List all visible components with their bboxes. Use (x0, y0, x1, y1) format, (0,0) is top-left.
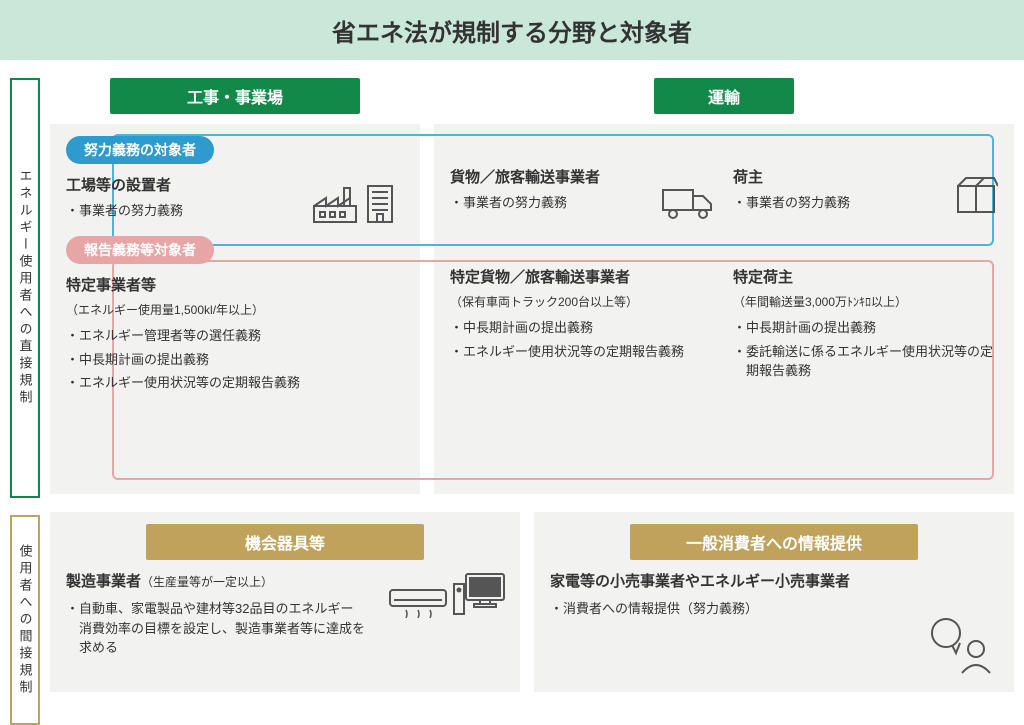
truck-icon (661, 184, 715, 220)
box-icon (954, 176, 998, 216)
panel-transport: 貨物／旅客輸送事業者 事業者の努力義務 (434, 124, 1014, 494)
pill-report: 報告義務等対象者 (66, 236, 214, 264)
pill-effort: 努力義務の対象者 (66, 136, 214, 164)
subcol-shipper: 荷主 事業者の努力義務 (733, 136, 998, 408)
machinery-sub: （生産量等が一定以上） (141, 575, 273, 589)
factory-report-bullets: エネルギー管理者等の選任義務 中長期計画の提出義務 エネルギー使用状況等の定期報… (66, 326, 404, 393)
header-transport: 運輸 (654, 78, 794, 114)
machinery-bullets: 自動車、家電製品や建材等32品目のエネルギー消費効率の目標を設定し、製造事業者等… (66, 599, 366, 658)
carrier-report-title: 特定貨物／旅客輸送事業者 (450, 266, 715, 287)
indirect-row: 機会器具等 製造事業者（生産量等が一定以上） 自動車、家電製品や建材等32品目の… (50, 512, 1014, 692)
col-consumer: 一般消費者への情報提供 家電等の小売事業者やエネルギー小売事業者 消費者への情報… (534, 512, 1014, 692)
person-icon-area (926, 615, 996, 678)
carrier-report-bullets: 中長期計画の提出義務 エネルギー使用状況等の定期報告義務 (450, 318, 715, 361)
appliance-icons (388, 566, 506, 621)
building-icon (366, 184, 394, 224)
shipper-report-sub: （年間輸送量3,000万ﾄﾝｷﾛ以上） (733, 293, 998, 310)
factory-icons (312, 184, 394, 224)
aircon-icon (388, 588, 448, 618)
col-factory: 工事・事業場 努力義務の対象者 工場等の設置者 事業者の努力義務 (50, 78, 420, 494)
side-label-direct: エネルギー使用者への直接規制 (10, 78, 40, 498)
header-factory: 工事・事業場 (110, 78, 360, 114)
col-transport: 運輸 貨物／旅客輸送事業者 事業者の努力義務 (434, 78, 1014, 494)
col-machinery: 機会器具等 製造事業者（生産量等が一定以上） 自動車、家電製品や建材等32品目の… (50, 512, 520, 692)
pc-icon (452, 572, 506, 618)
panel-consumer: 一般消費者への情報提供 家電等の小売事業者やエネルギー小売事業者 消費者への情報… (534, 512, 1014, 692)
header-consumer: 一般消費者への情報提供 (630, 524, 918, 560)
direct-row: 工事・事業場 努力義務の対象者 工場等の設置者 事業者の努力義務 (50, 78, 1014, 494)
factory-report-title: 特定事業者等 (66, 274, 404, 295)
shipper-report-title: 特定荷主 (733, 266, 998, 287)
panel-factory: 努力義務の対象者 工場等の設置者 事業者の努力義務 (50, 124, 420, 494)
factory-report-sub: （エネルギー使用量1,500kl/年以上） (66, 301, 404, 318)
factory-icon (312, 186, 358, 224)
panel-machinery: 機会器具等 製造事業者（生産量等が一定以上） 自動車、家電製品や建材等32品目の… (50, 512, 520, 692)
truck-icon-area (661, 184, 715, 220)
carrier-report-sub: （保有車両トラック200台以上等） (450, 293, 715, 310)
consumer-title: 家電等の小売事業者やエネルギー小売事業者 (550, 570, 998, 591)
header-machinery: 機会器具等 (146, 524, 424, 560)
speech-person-icon (926, 615, 996, 675)
box-icon-area (954, 176, 998, 216)
page-title: 省エネ法が規制する分野と対象者 (0, 0, 1024, 60)
side-label-indirect: 使用者への間接規制 (10, 515, 40, 725)
machinery-title: 製造事業者 (66, 573, 141, 590)
shipper-report-bullets: 中長期計画の提出義務 委託輸送に係るエネルギー使用状況等の定期報告義務 (733, 318, 998, 381)
subcol-carrier: 貨物／旅客輸送事業者 事業者の努力義務 (450, 136, 715, 408)
main-content: エネルギー使用者への直接規制 使用者への間接規制 工事・事業場 努力義務の対象者… (0, 60, 1024, 702)
